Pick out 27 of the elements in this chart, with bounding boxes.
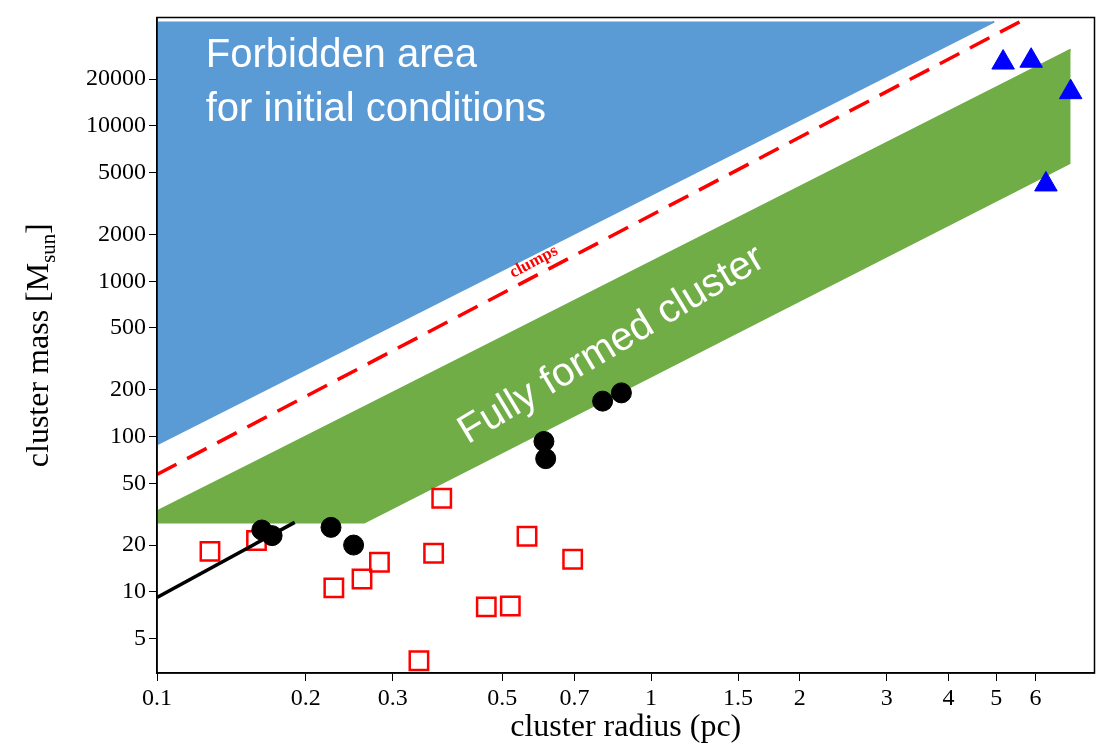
x-tick-label: 0.1 (142, 683, 172, 710)
y-tick-label: 20000 (86, 64, 146, 91)
x-tick-label: 5 (990, 683, 1003, 710)
y-tick-label: 10000 (86, 111, 146, 138)
x-tick-label: 0.7 (559, 683, 590, 710)
y-tick-label: 5000 (98, 157, 146, 184)
x-tick-label: 3 (880, 683, 893, 710)
x-axis-title: cluster radius (pc) (510, 707, 742, 744)
y-axis-title: cluster mass [Msun] (19, 223, 60, 468)
x-tick-label: 2 (793, 683, 806, 710)
y-tick-label: 20 (122, 530, 146, 557)
y-tick-label: 2000 (98, 219, 146, 246)
y-tick-label: 1000 (98, 266, 146, 293)
x-tick-label: 1 (645, 683, 658, 710)
x-tick-label: 0.2 (290, 683, 321, 710)
y-tick-label: 500 (110, 313, 146, 340)
x-tick-label: 0.5 (487, 683, 518, 710)
y-tick-label: 50 (122, 468, 146, 495)
y-tick-label: 10 (122, 577, 146, 604)
annotation: Forbidden area for initial conditions (205, 30, 546, 129)
y-tick-label: 200 (110, 375, 146, 402)
x-tick-label: 4 (942, 683, 955, 710)
y-tick-label: 5 (134, 623, 146, 650)
x-tick-label: 6 (1029, 683, 1042, 710)
x-tick-label: 1.5 (723, 683, 754, 710)
x-tick-label: 0.3 (377, 683, 408, 710)
y-tick-label: 100 (110, 421, 146, 448)
